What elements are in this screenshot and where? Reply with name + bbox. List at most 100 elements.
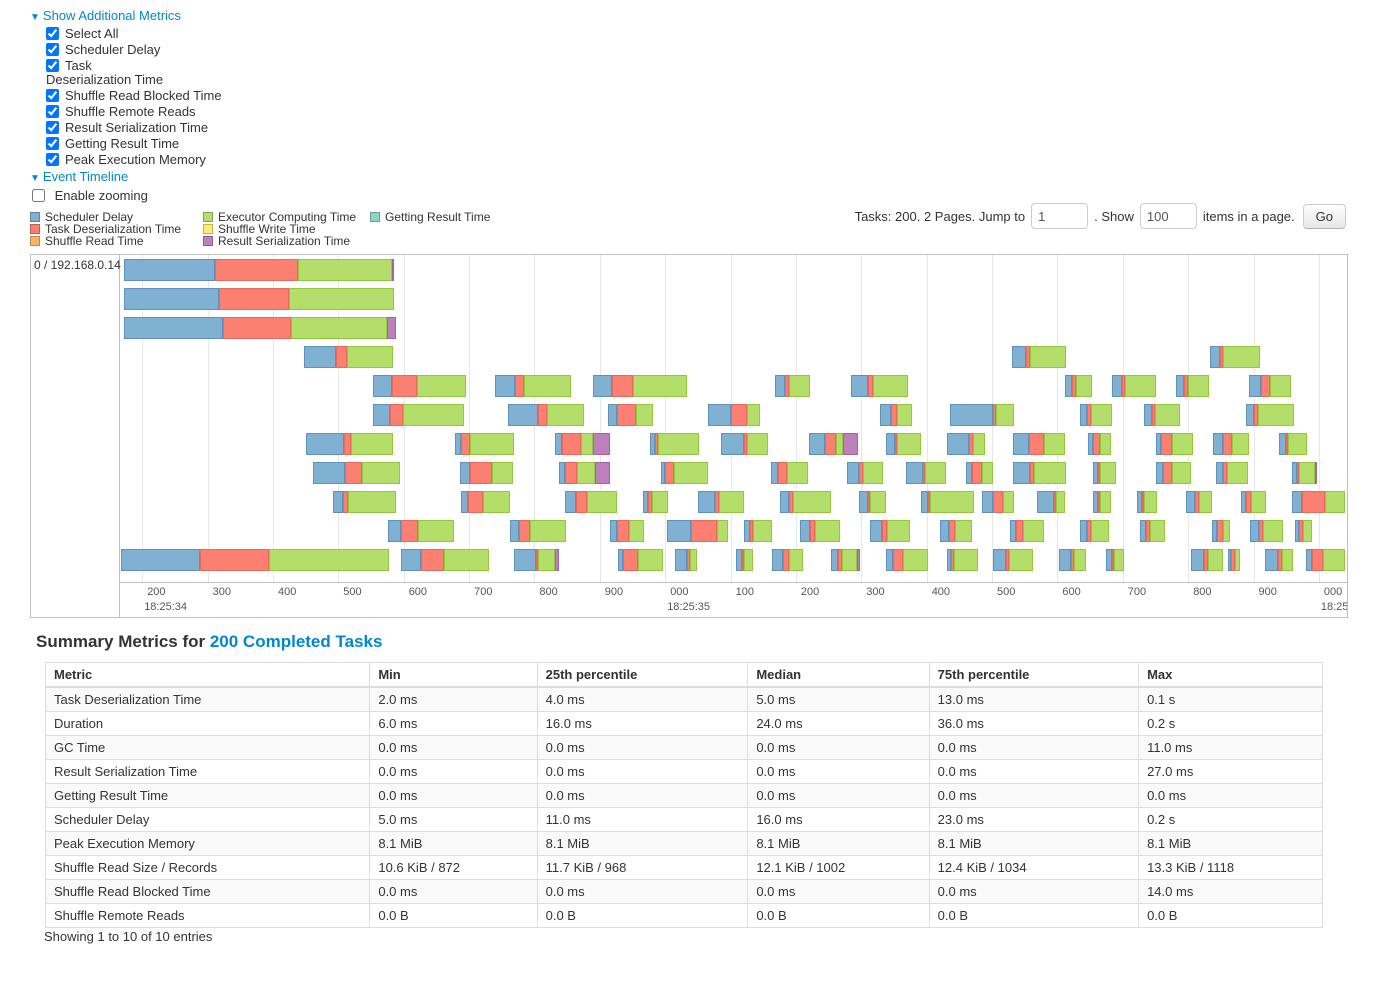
task-bar[interactable] <box>775 375 810 397</box>
task-bar[interactable] <box>494 375 572 397</box>
task-bar[interactable] <box>697 491 744 513</box>
task-bar[interactable] <box>1092 462 1116 484</box>
task-bar[interactable] <box>1292 491 1346 513</box>
task-bar[interactable] <box>305 433 394 455</box>
task-bar[interactable] <box>1036 491 1066 513</box>
task-bar[interactable] <box>123 288 395 310</box>
task-bar[interactable] <box>858 491 886 513</box>
task-bar[interactable] <box>608 404 654 426</box>
task-bar[interactable] <box>1292 462 1317 484</box>
task-bar[interactable] <box>1079 520 1109 542</box>
task-bar[interactable] <box>1012 346 1066 368</box>
task-bar[interactable] <box>1009 520 1044 542</box>
page-size-input[interactable] <box>1139 203 1197 229</box>
task-bar[interactable] <box>1156 462 1192 484</box>
task-bar[interactable] <box>1176 375 1209 397</box>
task-bar[interactable] <box>1064 375 1092 397</box>
task-bar[interactable] <box>388 520 455 542</box>
task-bar[interactable] <box>850 375 908 397</box>
task-bar[interactable] <box>401 549 490 571</box>
task-bar[interactable] <box>771 462 808 484</box>
task-bar[interactable] <box>554 433 611 455</box>
task-bar[interactable] <box>1249 520 1283 542</box>
task-bar[interactable] <box>1087 433 1111 455</box>
metric-checkbox[interactable] <box>46 105 59 118</box>
enable-zooming-checkbox[interactable] <box>32 189 45 202</box>
task-bar[interactable] <box>121 549 389 571</box>
task-bar[interactable] <box>593 375 687 397</box>
event-timeline-toggle[interactable]: ▼ Event Timeline <box>30 169 222 184</box>
task-bar[interactable] <box>939 520 973 542</box>
task-bar[interactable] <box>617 549 663 571</box>
task-bar[interactable] <box>879 404 912 426</box>
task-bar[interactable] <box>946 549 979 571</box>
task-bar[interactable] <box>513 549 559 571</box>
task-bar[interactable] <box>1248 375 1292 397</box>
task-bar[interactable] <box>373 404 464 426</box>
task-bar[interactable] <box>459 462 513 484</box>
task-bar[interactable] <box>559 462 610 484</box>
task-bar[interactable] <box>1112 375 1157 397</box>
metric-checkbox[interactable] <box>46 89 59 102</box>
show-additional-metrics-toggle[interactable]: ▼ Show Additional Metrics <box>30 8 222 23</box>
task-bar[interactable] <box>312 462 401 484</box>
metric-checkbox[interactable] <box>46 43 59 56</box>
task-bar[interactable] <box>809 433 858 455</box>
task-bar[interactable] <box>981 491 1014 513</box>
task-bar[interactable] <box>661 462 709 484</box>
task-bar[interactable] <box>1144 404 1180 426</box>
task-bar[interactable] <box>1210 346 1261 368</box>
task-bar[interactable] <box>1059 549 1087 571</box>
task-bar[interactable] <box>1265 549 1293 571</box>
task-bar[interactable] <box>1228 549 1241 571</box>
task-bar[interactable] <box>123 317 397 339</box>
task-bar[interactable] <box>649 433 700 455</box>
task-bar[interactable] <box>920 491 974 513</box>
task-bar[interactable] <box>1013 462 1066 484</box>
task-bar[interactable] <box>1295 520 1312 542</box>
task-bar[interactable] <box>1279 433 1308 455</box>
task-bar[interactable] <box>946 433 985 455</box>
task-bar[interactable] <box>1013 433 1066 455</box>
task-bar[interactable] <box>1213 433 1249 455</box>
task-bar[interactable] <box>780 491 832 513</box>
task-bar[interactable] <box>886 433 922 455</box>
task-bar[interactable] <box>721 433 768 455</box>
task-bar[interactable] <box>965 462 994 484</box>
task-bar[interactable] <box>675 549 698 571</box>
task-bar[interactable] <box>1216 462 1249 484</box>
task-bar[interactable] <box>869 520 910 542</box>
task-bar[interactable] <box>1079 404 1112 426</box>
task-bar[interactable] <box>1305 549 1345 571</box>
metric-checkbox[interactable] <box>46 153 59 166</box>
task-bar[interactable] <box>667 520 729 542</box>
task-bar[interactable] <box>1139 520 1166 542</box>
task-bar[interactable] <box>454 433 514 455</box>
task-bar[interactable] <box>1106 549 1125 571</box>
task-bar[interactable] <box>846 462 883 484</box>
completed-tasks-link[interactable]: 200 Completed Tasks <box>209 632 383 651</box>
task-bar[interactable] <box>1246 404 1294 426</box>
go-button[interactable]: Go <box>1302 203 1346 229</box>
task-bar[interactable] <box>799 520 840 542</box>
task-bar[interactable] <box>949 404 1015 426</box>
task-bar[interactable] <box>564 491 618 513</box>
task-bar[interactable] <box>123 259 394 281</box>
task-bar[interactable] <box>992 549 1034 571</box>
metric-checkbox[interactable] <box>46 27 59 40</box>
task-bar[interactable] <box>771 549 804 571</box>
task-bar[interactable] <box>735 549 754 571</box>
task-bar[interactable] <box>708 404 760 426</box>
task-bar[interactable] <box>460 491 510 513</box>
task-bar[interactable] <box>744 520 773 542</box>
task-bar[interactable] <box>886 549 928 571</box>
metric-checkbox[interactable] <box>46 137 59 150</box>
task-bar[interactable] <box>1191 549 1223 571</box>
metric-checkbox[interactable] <box>46 59 59 72</box>
task-bar[interactable] <box>1136 491 1158 513</box>
task-bar[interactable] <box>303 346 394 368</box>
task-bar[interactable] <box>1155 433 1193 455</box>
task-bar[interactable] <box>509 520 567 542</box>
task-bar[interactable] <box>830 549 860 571</box>
task-bar[interactable] <box>333 491 396 513</box>
